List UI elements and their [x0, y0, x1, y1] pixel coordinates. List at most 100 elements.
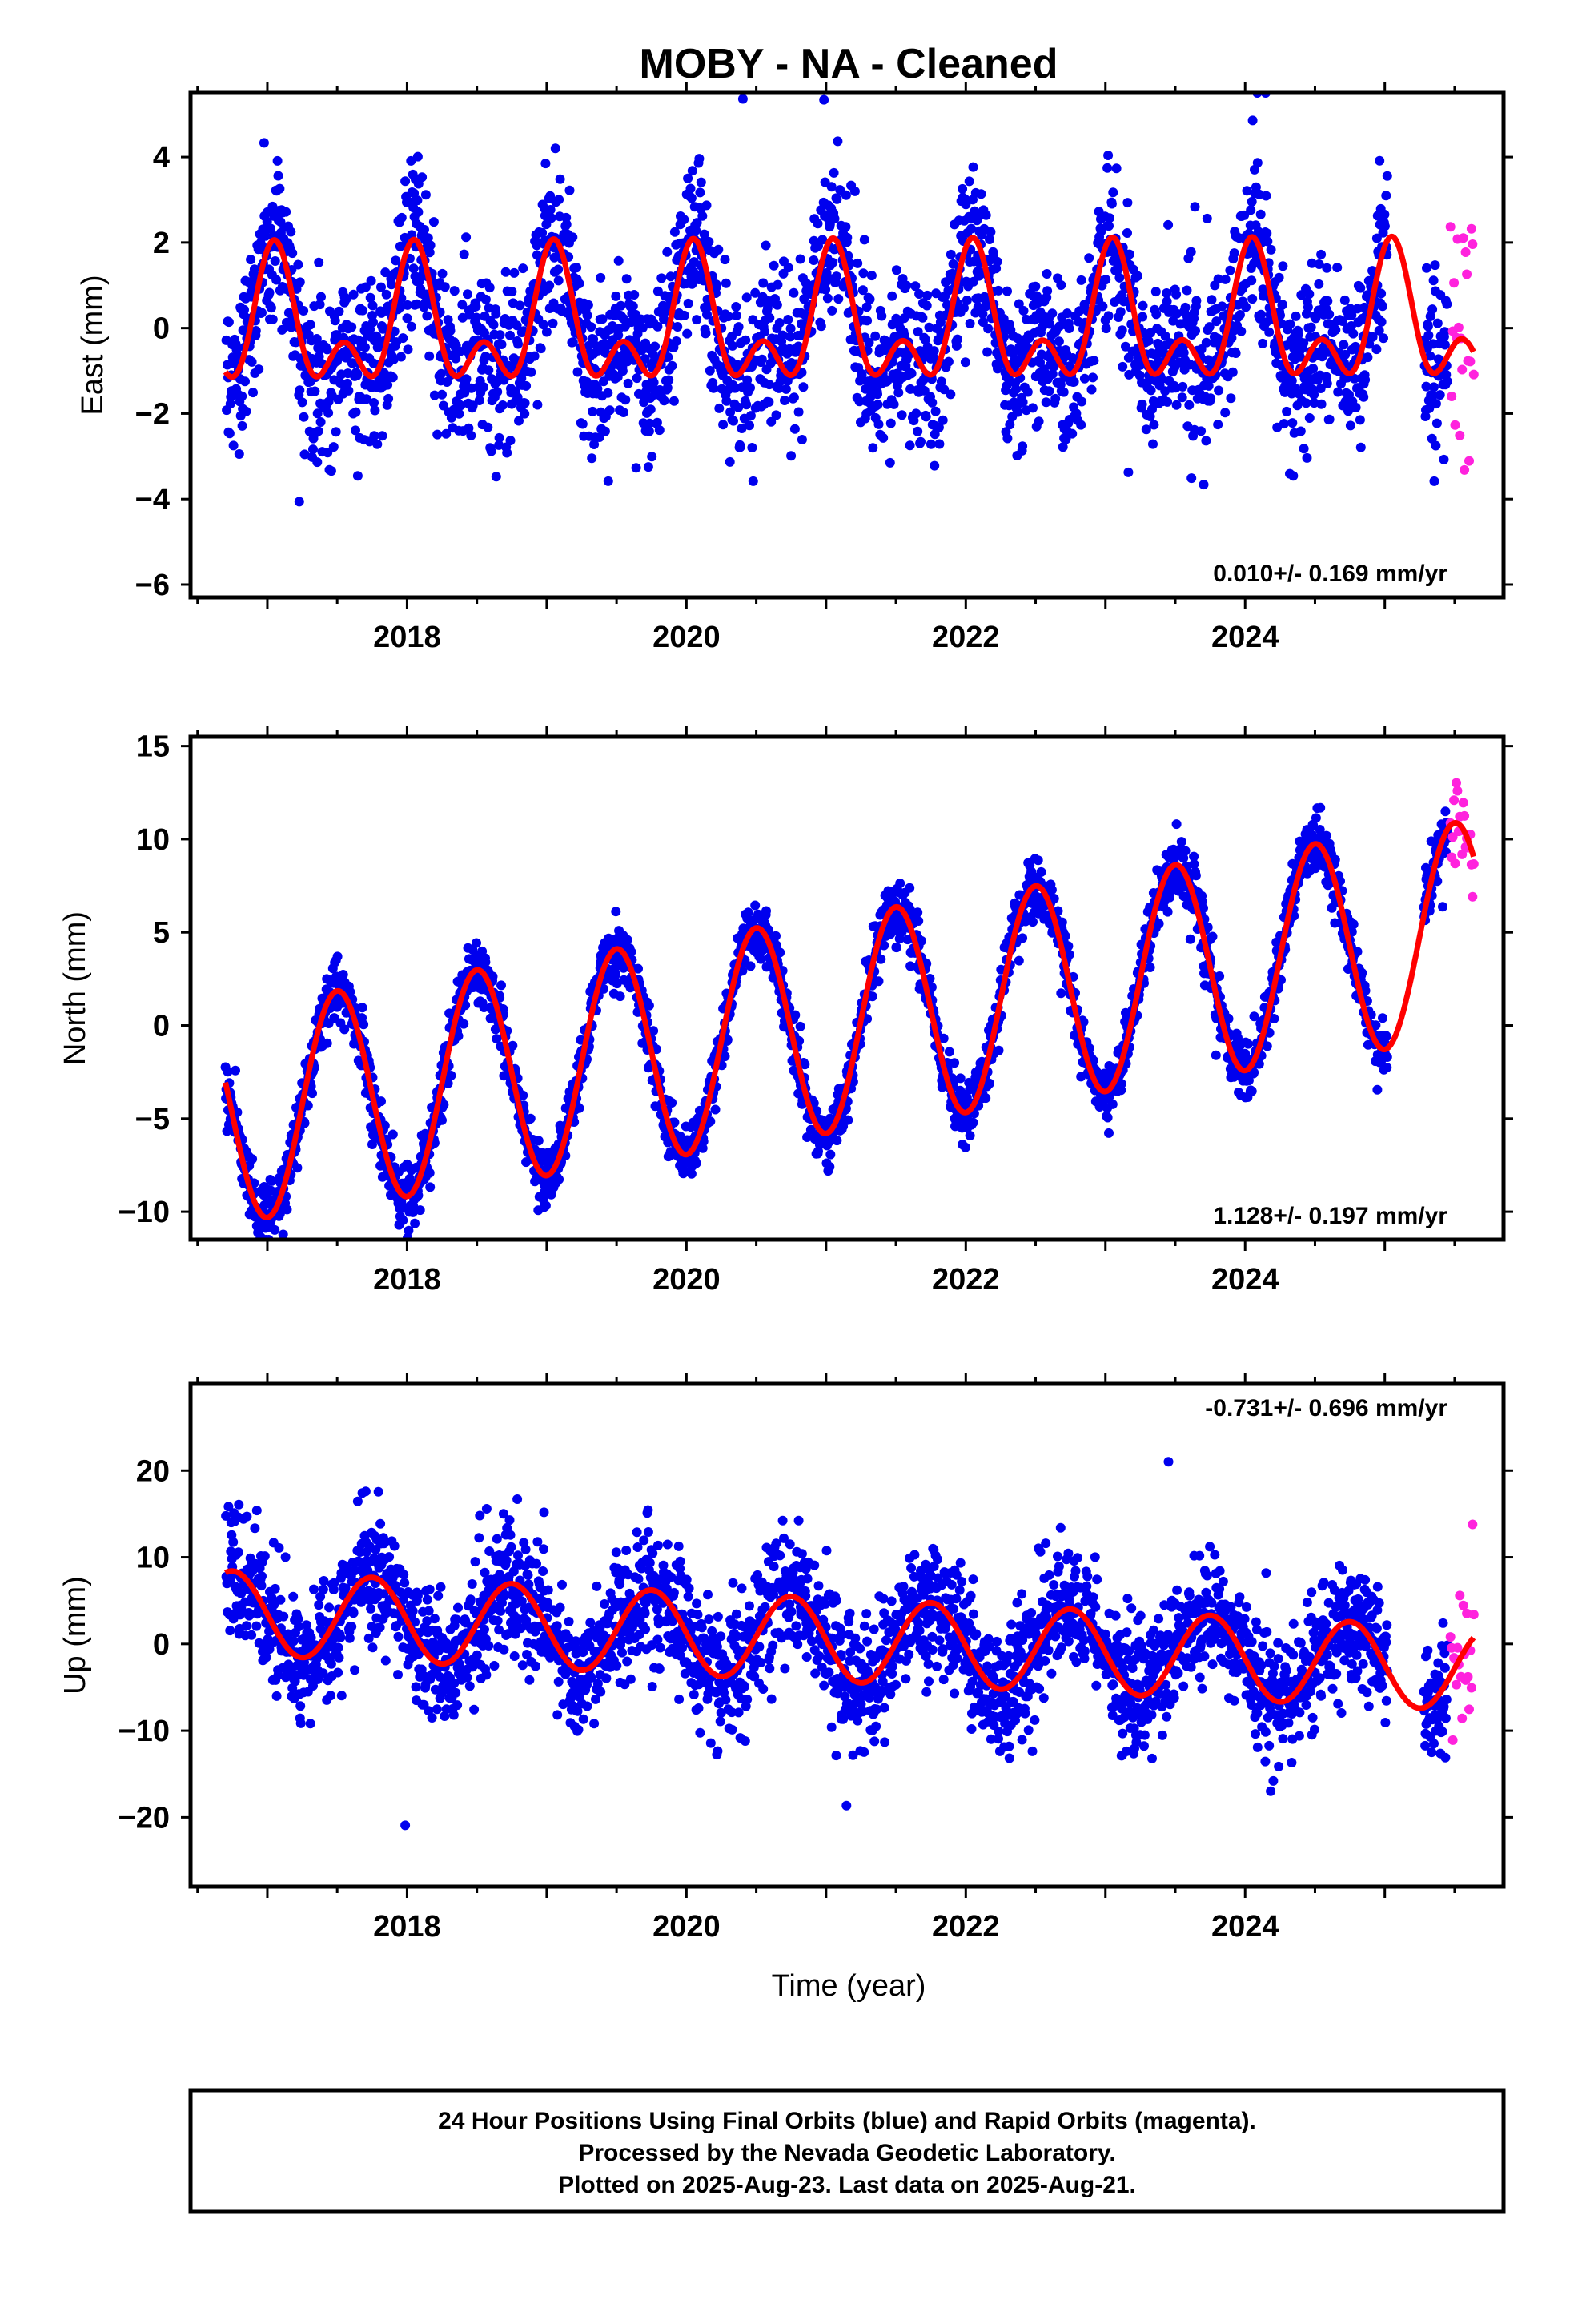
east-final-point: [1288, 471, 1299, 481]
east-final-point: [1422, 263, 1431, 273]
east-final-point: [1375, 155, 1385, 166]
east-final-point: [1287, 376, 1297, 386]
east-final-point: [343, 378, 352, 388]
east-rapid-point: [1464, 456, 1474, 466]
east-final-point: [1308, 364, 1319, 374]
east-final-point: [828, 257, 838, 267]
east-final-point: [1423, 330, 1434, 340]
east-final-point: [623, 378, 633, 388]
east-final-point: [1431, 418, 1442, 428]
east-final-point: [764, 380, 774, 390]
east-final-point: [1201, 436, 1211, 446]
east-final-point: [1378, 301, 1387, 312]
east-final-point: [789, 287, 799, 298]
east-final-point: [1168, 316, 1178, 326]
north-final-point: [223, 1067, 233, 1077]
east-final-point: [474, 396, 484, 405]
east-final-point: [512, 392, 523, 403]
east-final-point: [323, 448, 333, 458]
north-final-point: [472, 938, 481, 948]
east-final-point: [864, 337, 874, 348]
east-final-point: [685, 183, 696, 194]
east-final-point: [1295, 426, 1306, 436]
east-final-point: [920, 335, 930, 344]
east-final-point: [520, 408, 530, 419]
east-final-point: [266, 303, 276, 313]
north-final-point: [669, 1117, 680, 1128]
east-final-point: [1349, 373, 1359, 384]
north-final-point: [413, 1190, 424, 1200]
north-final-point: [303, 1100, 313, 1111]
east-final-point: [391, 255, 401, 266]
east-final-point: [761, 240, 771, 251]
east-final-point: [1042, 286, 1053, 296]
east-final-point: [889, 399, 899, 409]
east-final-point: [1304, 413, 1315, 423]
east-final-point: [930, 406, 941, 416]
east-final-point: [331, 427, 341, 437]
east-final-point: [618, 313, 628, 324]
east-final-point: [553, 275, 564, 286]
east-final-point: [275, 183, 285, 194]
east-final-point: [799, 294, 809, 304]
east-final-point: [1355, 283, 1366, 293]
east-final-point: [603, 476, 613, 486]
north-final-point: [292, 1163, 303, 1173]
east-final-point: [440, 282, 450, 292]
east-final-point: [667, 360, 677, 371]
east-final-point: [631, 463, 641, 473]
east-final-point: [1425, 351, 1435, 361]
east-final-point: [314, 257, 324, 267]
east-rapid-point: [1468, 239, 1478, 249]
east-rate-label: 0.010+/- 0.169 mm/yr: [1213, 561, 1447, 587]
east-final-point: [463, 289, 472, 300]
east-final-point: [1333, 387, 1343, 397]
north-final-point: [540, 1200, 551, 1211]
east-final-point: [745, 411, 756, 421]
east-final-point: [901, 280, 912, 291]
east-final-point: [398, 333, 408, 344]
east-final-point: [1201, 337, 1211, 348]
east-final-point: [1122, 198, 1133, 208]
east-final-point: [1177, 392, 1187, 403]
east-final-point: [865, 294, 875, 304]
east-final-point: [377, 431, 387, 441]
east-final-point: [582, 310, 592, 320]
east-final-point: [960, 357, 970, 368]
east-final-point: [1363, 352, 1373, 363]
east-final-point: [445, 325, 456, 336]
east-final-point: [1429, 382, 1439, 392]
east-final-point: [436, 368, 446, 379]
east-final-point: [1331, 324, 1341, 335]
north-final-point: [985, 1078, 994, 1088]
east-final-point: [295, 385, 305, 396]
east-final-point: [442, 377, 452, 387]
east-final-point: [714, 403, 725, 413]
east-final-point: [1147, 404, 1157, 414]
north-final-point: [955, 1073, 966, 1084]
east-final-point: [486, 446, 496, 456]
east-final-point: [428, 217, 439, 227]
east-final-point: [249, 264, 259, 275]
east-final-point: [1077, 396, 1087, 407]
east-final-point: [926, 439, 936, 449]
east-final-point: [491, 472, 501, 482]
east-final-point: [958, 183, 968, 194]
east-final-point: [588, 334, 599, 344]
east-final-point: [1050, 393, 1061, 404]
east-final-point: [1034, 416, 1044, 427]
east-final-point: [821, 268, 832, 278]
east-final-point: [553, 264, 564, 275]
east-final-point: [383, 393, 394, 404]
east-final-point: [785, 332, 796, 342]
north-final-point: [1033, 855, 1043, 866]
east-final-point: [488, 320, 499, 330]
east-final-point: [308, 444, 318, 455]
east-final-point: [1442, 299, 1452, 309]
east-final-point: [644, 426, 654, 436]
east-final-point: [891, 265, 901, 275]
east-final-point: [702, 309, 712, 320]
east-final-point: [510, 355, 520, 365]
east-final-point: [1178, 348, 1189, 358]
east-final-point: [1106, 199, 1117, 209]
